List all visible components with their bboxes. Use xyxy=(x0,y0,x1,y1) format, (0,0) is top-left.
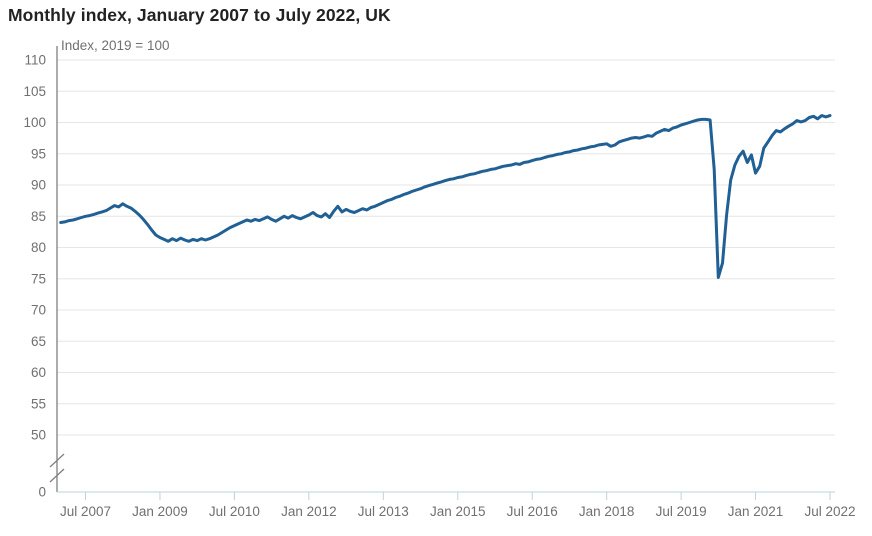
chart-title: Monthly index, January 2007 to July 2022… xyxy=(8,5,391,25)
data-line xyxy=(59,114,832,279)
x-axis-label: Jul 2022 xyxy=(804,504,855,519)
y-axis-label: 105 xyxy=(23,84,46,99)
x-axis-label: Jan 2009 xyxy=(132,504,188,519)
x-axis-label: Jan 2015 xyxy=(430,504,486,519)
x-axis-label: Jan 2012 xyxy=(281,504,337,519)
y-axis-label: 100 xyxy=(23,115,46,130)
chart-subtitle: Index, 2019 = 100 xyxy=(61,38,170,53)
x-axis-label: Jul 2007 xyxy=(60,504,111,519)
y-axis-label: 80 xyxy=(31,240,46,255)
x-axis-label: Jul 2013 xyxy=(358,504,409,519)
y-axis-label: 0 xyxy=(38,485,46,500)
y-axis-label: 95 xyxy=(31,146,46,161)
y-axis-break xyxy=(49,468,65,483)
x-axis-label: Jul 2010 xyxy=(209,504,260,519)
x-axis-label: Jul 2016 xyxy=(507,504,558,519)
y-axis-label: 55 xyxy=(31,396,46,411)
y-axis-label: 110 xyxy=(24,53,46,68)
x-axis-label: Jul 2019 xyxy=(656,504,707,519)
y-axis-label: 60 xyxy=(31,365,46,380)
y-axis-label: 50 xyxy=(31,428,46,443)
y-axis-label: 70 xyxy=(31,303,46,318)
y-axis-label: 85 xyxy=(31,209,46,224)
y-axis-break xyxy=(49,453,65,468)
y-axis-label: 65 xyxy=(31,334,46,349)
y-axis-label: 90 xyxy=(31,178,46,193)
y-axis-label: 75 xyxy=(31,271,46,286)
x-axis-label: Jan 2021 xyxy=(728,504,784,519)
x-axis-label: Jan 2018 xyxy=(579,504,635,519)
